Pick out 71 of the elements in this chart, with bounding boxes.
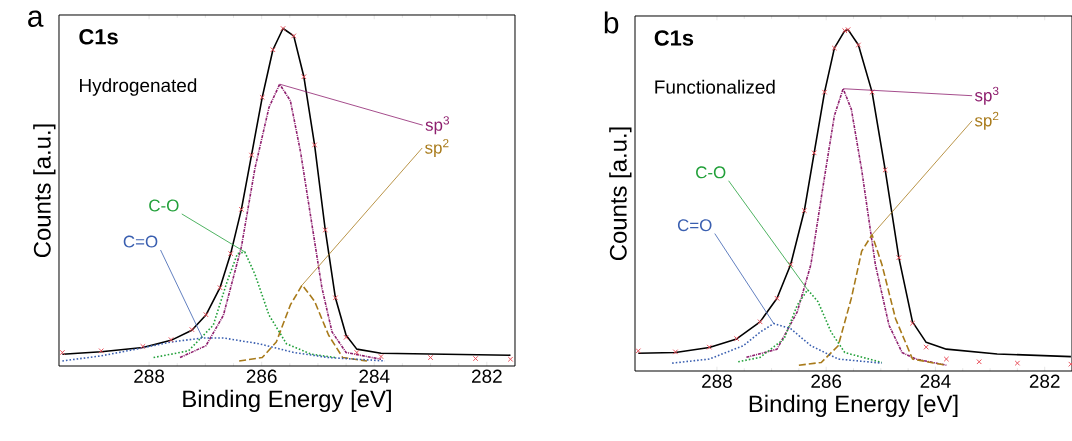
- point: [290, 33, 297, 39]
- point: [507, 356, 514, 362]
- point: [168, 336, 174, 343]
- text: a: [28, 10, 44, 27]
- x-tick-label: 284: [920, 374, 951, 388]
- text: sp$^{3}$: [974, 86, 999, 105]
- text: C=O: [677, 219, 712, 232]
- x-tick-label: 282: [1029, 374, 1060, 388]
- x-axis-title: Binding Energy [eV]: [183, 389, 391, 413]
- x-tick-label: 284: [359, 369, 390, 383]
- point: [311, 142, 318, 148]
- text: sp$^{2}$: [425, 138, 449, 158]
- point: [238, 206, 245, 213]
- point: [842, 27, 848, 34]
- point: [472, 355, 479, 362]
- point: [378, 353, 384, 360]
- point: [203, 311, 209, 318]
- point: [217, 284, 223, 291]
- x-tick-label: 286: [246, 369, 277, 383]
- point: [1014, 360, 1021, 366]
- text: sp$^{3}$: [425, 116, 450, 135]
- point: [343, 334, 349, 341]
- point: [831, 45, 838, 51]
- point: [774, 295, 780, 302]
- point: [270, 47, 276, 53]
- x-tick-label: 288: [702, 374, 732, 388]
- point: [427, 354, 434, 361]
- text: C-O: [149, 199, 179, 212]
- point: [189, 326, 195, 333]
- point: [757, 319, 763, 325]
- point: [882, 167, 888, 173]
- point: [259, 94, 265, 101]
- point: [301, 74, 307, 80]
- x-tick-label: 288: [134, 369, 165, 383]
- point: [280, 25, 286, 32]
- point: [787, 261, 794, 268]
- point: [976, 359, 982, 365]
- point: [733, 335, 740, 342]
- point: [140, 343, 146, 350]
- point: [909, 320, 916, 326]
- point: [845, 26, 851, 33]
- y-axis-title: Counts [a.u.]: [33, 124, 56, 258]
- point: [635, 348, 642, 354]
- point: [706, 344, 713, 350]
- point: [821, 89, 828, 95]
- chart-title: C1s: [79, 29, 118, 45]
- text: C-O: [696, 166, 726, 179]
- point: [332, 295, 339, 301]
- point: [943, 356, 950, 362]
- text: C=O: [123, 235, 158, 248]
- point: [801, 207, 808, 214]
- point: [322, 227, 329, 233]
- point: [672, 349, 679, 355]
- point: [227, 250, 234, 257]
- point: [923, 344, 929, 350]
- text: Functionalized: [655, 79, 775, 94]
- point: [811, 150, 817, 156]
- point: [354, 349, 360, 356]
- x-tick-label: 286: [811, 374, 842, 388]
- point: [248, 152, 255, 158]
- point: [896, 254, 902, 261]
- x-tick-label: 282: [472, 369, 502, 383]
- point: [98, 348, 104, 354]
- chart-title: C1s: [654, 30, 694, 46]
- text: sp$^{2}$: [974, 111, 999, 130]
- x-axis-title: Binding Energy [eV]: [749, 394, 958, 418]
- point: [855, 42, 862, 48]
- text: Hydrogenated: [80, 78, 197, 96]
- y-axis-title: Counts [a.u.]: [609, 127, 632, 261]
- point: [59, 349, 66, 356]
- text: b: [604, 11, 619, 34]
